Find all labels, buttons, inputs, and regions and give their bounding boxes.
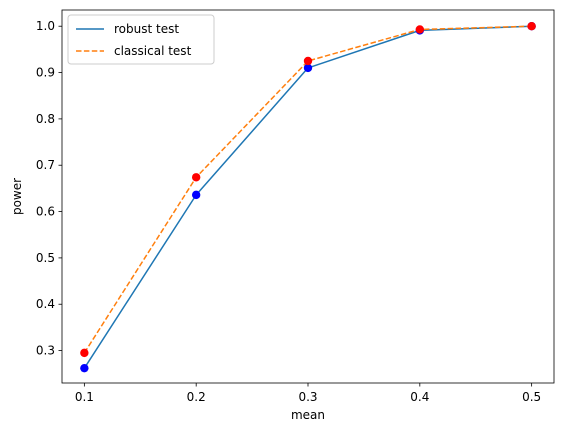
y-tick-label: 0.5 [36, 251, 55, 265]
y-tick-label: 1.0 [36, 19, 55, 33]
plot-area [61, 9, 555, 384]
x-tick-label: 0.5 [522, 390, 541, 404]
y-tick-label: 0.4 [36, 297, 55, 311]
series-2-point [80, 348, 89, 358]
y-tick-label: 0.7 [36, 158, 55, 172]
y-tick-label: 0.9 [36, 66, 55, 80]
y-tick-label: 0.8 [36, 112, 55, 126]
x-axis: 0.1 0.2 0.3 0.4 0.5 [75, 383, 541, 404]
series-1-point [80, 363, 89, 373]
legend-label-2: classical test [114, 44, 192, 58]
series-1-point [303, 63, 313, 73]
legend-box [67, 14, 215, 65]
series-1-point [191, 190, 201, 200]
x-axis-label: mean [291, 408, 325, 422]
series-line-2 [83, 25, 532, 354]
x-tick-label: 0.2 [187, 390, 206, 404]
y-axis: 0.3 0.4 0.5 0.6 0.7 0.8 0.9 1.0 [36, 19, 62, 358]
series-2-point [527, 22, 536, 31]
legend-label-1: robust test [114, 22, 179, 36]
y-tick-label: 0.6 [36, 205, 55, 219]
x-tick-label: 0.4 [410, 390, 429, 404]
legend: robust test classical test [67, 14, 215, 65]
series-2-point [415, 25, 425, 34]
series-2-point [191, 173, 201, 182]
series-2-point [303, 56, 313, 66]
x-tick-label: 0.1 [75, 390, 94, 404]
y-axis-label: power [10, 178, 24, 215]
y-tick-label: 0.3 [36, 344, 55, 358]
x-tick-label: 0.3 [298, 390, 317, 404]
